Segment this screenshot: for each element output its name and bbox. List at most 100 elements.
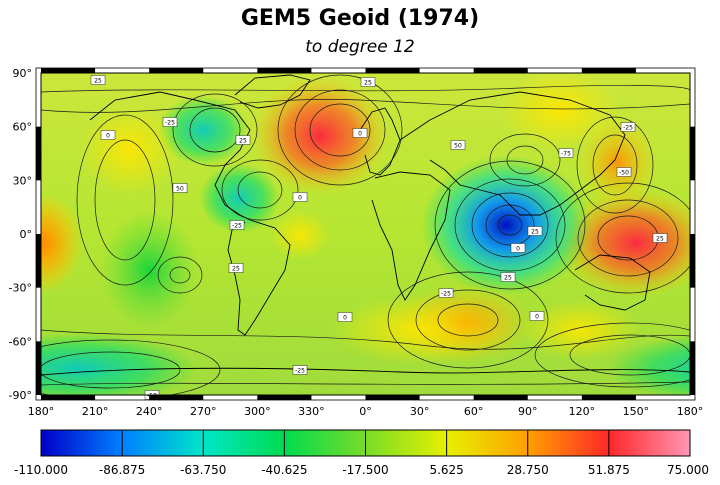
svg-text:25: 25	[239, 138, 247, 145]
frame-tick-right	[690, 126, 695, 181]
svg-text:0: 0	[106, 133, 110, 140]
svg-text:-25: -25	[165, 120, 175, 127]
frame-tick-bottom	[257, 395, 312, 400]
lon-label: 30°	[410, 405, 430, 418]
lon-label: 180°	[677, 405, 704, 418]
colorbar-ticks: -110.000 -86.875 -63.750 -40.625 -17.500 5.62…	[14, 430, 709, 477]
contour-label: -25	[229, 220, 245, 230]
frame-tick-bottom	[365, 395, 420, 400]
contour-label: 0	[510, 243, 526, 253]
frame-tick-bottom	[149, 395, 204, 400]
contour-label: 25	[228, 263, 244, 273]
frame-tick-top	[41, 68, 96, 73]
contour-labels: 250-2525500-25250-25-5025050-75-5025025-…	[90, 75, 668, 400]
map-subtitle: to degree 12	[305, 37, 415, 57]
contour-label: 25	[652, 233, 668, 243]
contour-label: -50	[616, 167, 632, 177]
frame-tick-bottom	[473, 395, 528, 400]
lat-label: 90°	[13, 67, 33, 80]
contour-label: 25	[90, 75, 106, 85]
frame-tick-top	[473, 68, 528, 73]
contour-label: -25	[162, 117, 178, 127]
frame-tick-left	[36, 126, 41, 181]
lon-label: 60°	[464, 405, 484, 418]
svg-text:0: 0	[516, 246, 520, 253]
colorbar-tick-label: -17.500	[342, 463, 388, 477]
colorbar-tick-label: -40.625	[261, 463, 307, 477]
yellow-region-4	[520, 300, 640, 360]
colorbar-tick-label: -110.000	[14, 463, 68, 477]
map-title: GEM5 Geoid (1974)	[240, 6, 480, 31]
frame-tick-bottom	[581, 395, 636, 400]
lon-label: 180°	[28, 405, 55, 418]
contour-label: 25	[235, 135, 251, 145]
svg-text:0: 0	[298, 195, 302, 202]
frame-tick-right	[690, 234, 695, 288]
lon-label: 240°	[136, 405, 163, 418]
contour-label: -75	[558, 148, 574, 158]
colorbar-tick-label: 75.000	[667, 463, 709, 477]
lon-label: 0°	[359, 405, 372, 418]
contour-label: 0	[337, 312, 353, 322]
svg-text:25: 25	[364, 80, 372, 87]
anomaly-antarctic-low-east-pacific	[41, 333, 198, 395]
anomaly-north-atlantic-high	[250, 75, 391, 196]
lon-label: 210°	[82, 405, 109, 418]
svg-text:-25: -25	[295, 368, 305, 375]
contour-label: 25	[360, 77, 376, 87]
contour-label: -25	[620, 122, 636, 132]
yellow-region-3	[330, 295, 510, 365]
lon-label: 270°	[190, 405, 217, 418]
yellow-region-2	[270, 210, 330, 260]
frame-tick-top	[365, 68, 420, 73]
colorbar-tick-label: 5.625	[429, 463, 463, 477]
lat-label: 0°	[20, 228, 33, 241]
geoid-color-field	[41, 73, 690, 395]
lat-label: -60°	[9, 335, 32, 348]
lat-label: -30°	[9, 282, 32, 295]
colorbar-tick-label: -86.875	[99, 463, 145, 477]
latitude-labels: 90° 60° 30° 0° -30° -60° -90°	[9, 67, 32, 402]
contour-label: -25	[292, 365, 308, 375]
colorbar-tick-label: 51.875	[588, 463, 630, 477]
contour-lines	[41, 74, 690, 395]
svg-text:-75: -75	[561, 151, 571, 158]
svg-text:50: 50	[454, 143, 462, 150]
svg-text:0: 0	[358, 131, 362, 138]
anomaly-indian-ocean-low	[421, 155, 592, 296]
frame-tick-left	[36, 341, 41, 395]
colorbar-tick-label: 28.750	[507, 463, 549, 477]
frame-tick-top	[149, 68, 204, 73]
svg-text:-25: -25	[623, 125, 633, 132]
svg-text:50: 50	[176, 186, 184, 193]
lon-label: 330°	[298, 405, 325, 418]
yellow-region-1	[80, 105, 180, 195]
lat-label: 60°	[13, 121, 33, 134]
svg-text:25: 25	[504, 275, 512, 282]
lon-label: 120°	[569, 405, 596, 418]
anomaly-hudson-bay-low	[158, 95, 249, 166]
contour-label: 0	[529, 311, 545, 321]
anomaly-caribbean-low	[199, 163, 280, 234]
contour-label: 0	[100, 130, 116, 140]
lon-label: 90°	[518, 405, 538, 418]
lat-label: -90°	[9, 389, 32, 402]
contour-label: 50	[172, 183, 188, 193]
lon-label: 300°	[244, 405, 271, 418]
frame-tick-bottom	[41, 395, 96, 400]
svg-text:25: 25	[656, 236, 664, 243]
anomaly-antarctic-low-east-pacific-wrap	[606, 334, 690, 395]
lon-label: 150°	[623, 405, 650, 418]
frame-tick-top	[257, 68, 312, 73]
svg-text:25: 25	[531, 229, 539, 236]
yellow-region-0	[500, 73, 620, 150]
contour-label: 0	[292, 192, 308, 202]
anomaly-east-pacific-high-west	[41, 192, 85, 293]
frame-ticks	[35, 67, 696, 401]
svg-text:0: 0	[535, 314, 539, 321]
frame-tick-right	[690, 341, 695, 395]
anomaly-east-pacific-low	[99, 209, 200, 330]
coastlines	[41, 74, 690, 376]
colorbar-tick-label: -63.750	[180, 463, 226, 477]
